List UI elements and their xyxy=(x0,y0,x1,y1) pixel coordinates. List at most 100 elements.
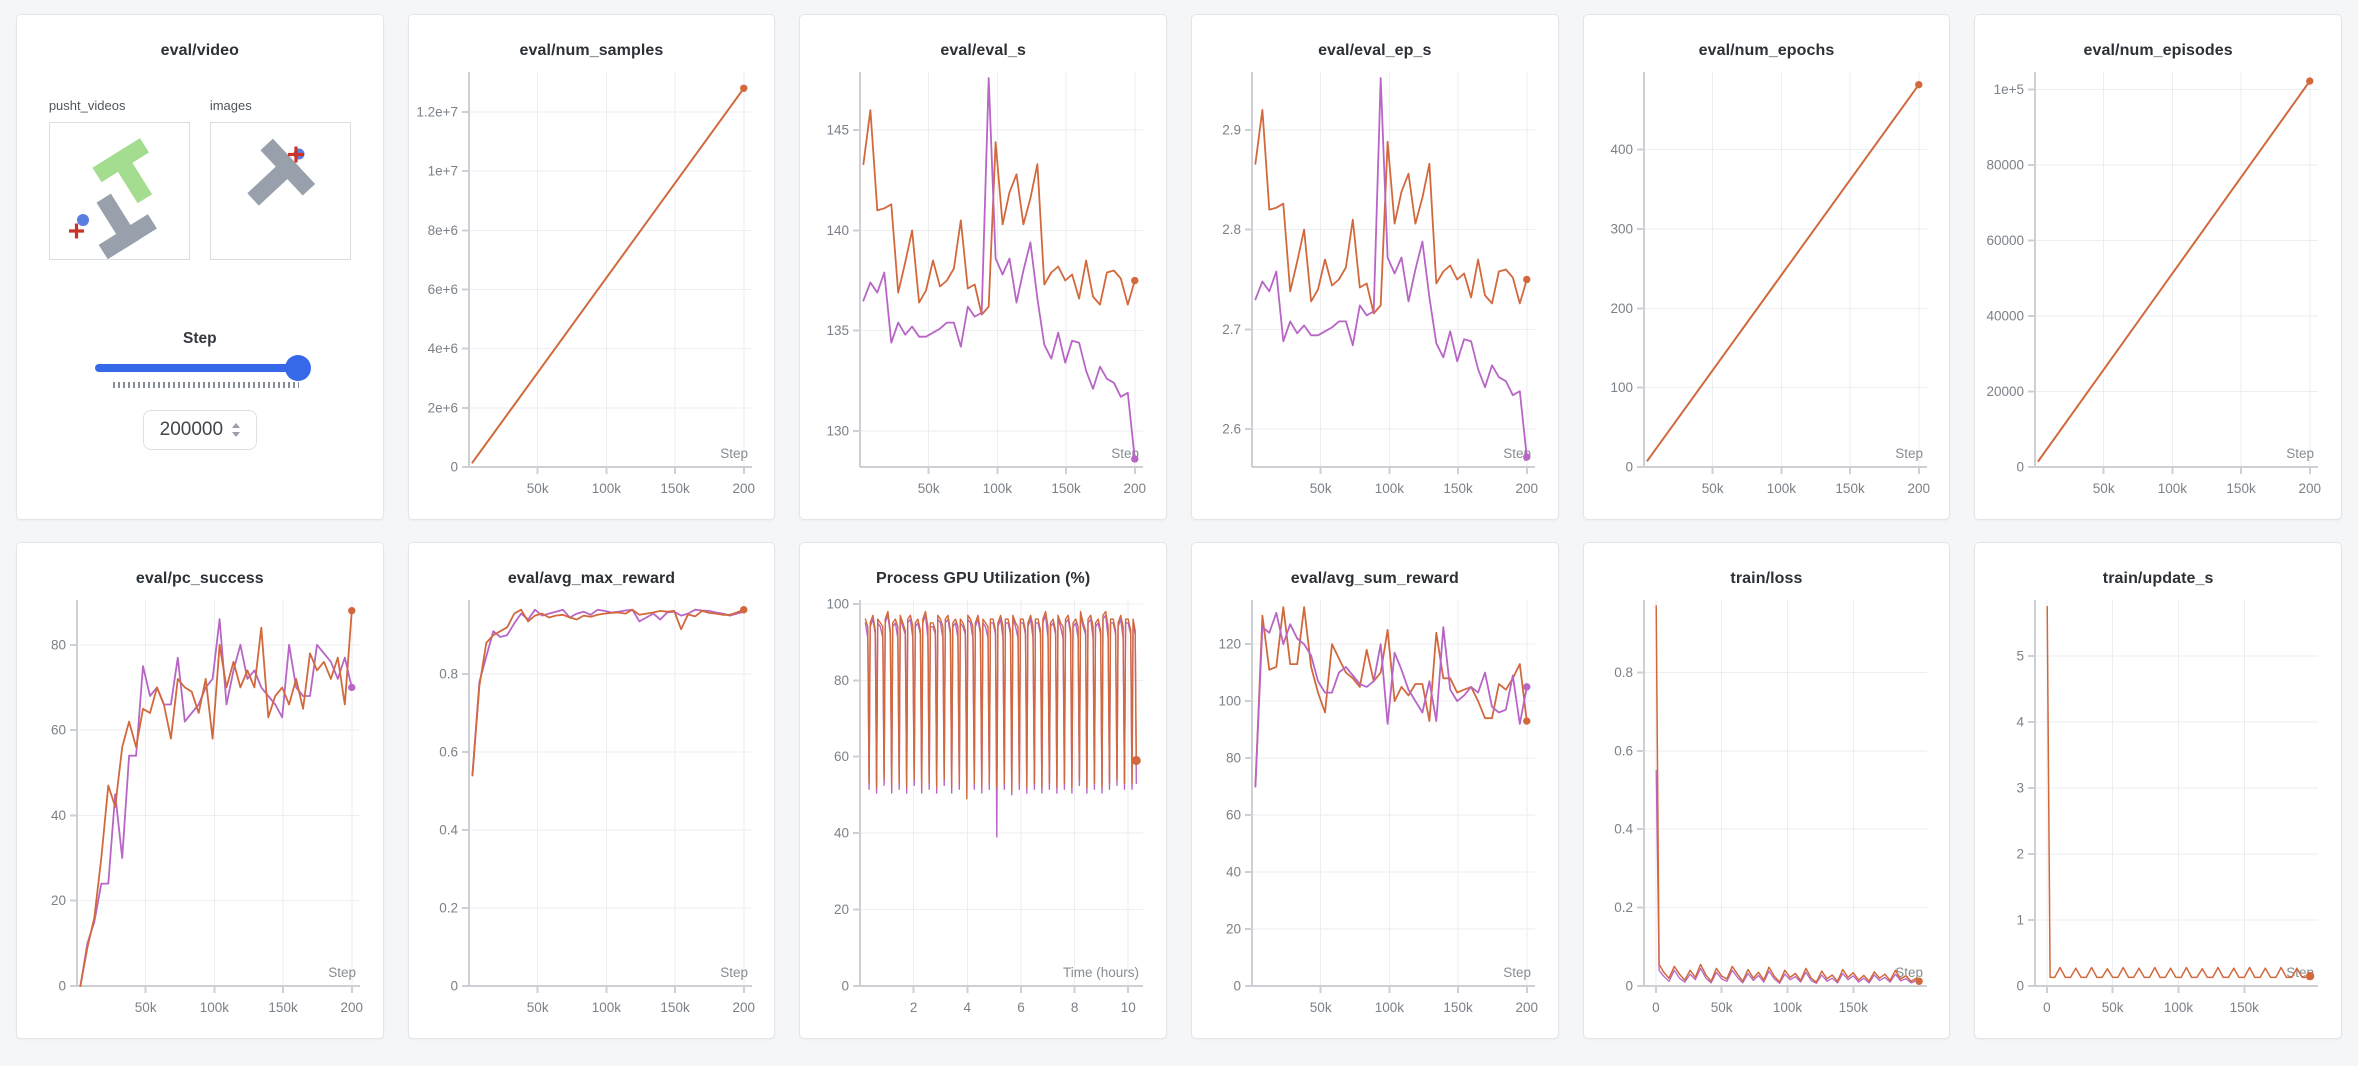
svg-text:50k: 50k xyxy=(1710,1000,1732,1015)
svg-text:200: 200 xyxy=(1515,1000,1538,1015)
panel-title: eval/num_episodes xyxy=(2083,42,2233,59)
svg-text:80: 80 xyxy=(834,673,849,688)
svg-text:130: 130 xyxy=(827,423,850,438)
svg-text:100: 100 xyxy=(1218,694,1241,709)
panel-title: eval/avg_sum_reward xyxy=(1290,570,1459,587)
panel-eval-avg-sum-reward[interactable]: eval/avg_sum_reward 50k 100k 150k 200 0 20 40 6… xyxy=(1190,542,1559,1039)
svg-text:0.4: 0.4 xyxy=(439,823,458,838)
line-chart[interactable]: 50k 100k 150k 200 0 0.2 0.4 0.6 0.8 Step xyxy=(415,592,767,1037)
svg-text:150k: 150k xyxy=(1052,481,1082,496)
svg-text:0: 0 xyxy=(2017,460,2025,475)
svg-text:150k: 150k xyxy=(1443,481,1473,496)
panel-title: eval/avg_max_reward xyxy=(507,570,676,587)
panel-process-gpu-utilization[interactable]: Process GPU Utilization (%) 2 4 6 8 10 0 20 40 6… xyxy=(799,542,1167,1039)
svg-text:0.6: 0.6 xyxy=(1614,743,1633,758)
line-chart[interactable]: 0 50k 100k 150k 0 1 2 3 4 5 Step xyxy=(1981,592,2333,1037)
svg-text:200: 200 xyxy=(732,481,755,496)
panel-eval-num-samples[interactable]: eval/num_samples 50k 100k 150k 200 0 2e+6 4e+6… xyxy=(407,14,776,520)
svg-text:40000: 40000 xyxy=(1987,309,2025,324)
svg-text:6e+6: 6e+6 xyxy=(427,282,457,297)
svg-text:100k: 100k xyxy=(983,481,1013,496)
line-chart[interactable]: 50k 100k 150k 200 130 135 140 145 Step xyxy=(806,64,1158,518)
svg-text:150k: 150k xyxy=(2227,481,2257,496)
svg-text:100k: 100k xyxy=(1766,481,1796,496)
svg-text:0: 0 xyxy=(1652,1000,1660,1015)
svg-text:140: 140 xyxy=(827,223,850,238)
svg-text:200: 200 xyxy=(1907,481,1930,496)
svg-text:150k: 150k xyxy=(1443,1000,1473,1015)
media-thumbnails: pusht_videos xyxy=(17,98,383,260)
svg-text:200: 200 xyxy=(1124,481,1147,496)
pusht-scene-image xyxy=(68,138,157,260)
svg-text:300: 300 xyxy=(1610,222,1633,237)
svg-text:0.2: 0.2 xyxy=(439,901,458,916)
panel-title: eval/eval_ep_s xyxy=(1318,42,1432,59)
svg-text:120: 120 xyxy=(1218,637,1241,652)
svg-text:100: 100 xyxy=(1610,380,1633,395)
panel-eval-avg-max-reward[interactable]: eval/avg_max_reward 50k 100k 150k 200 0 0.2 0.… xyxy=(407,542,776,1039)
svg-text:2.8: 2.8 xyxy=(1222,222,1241,237)
step-value-input[interactable]: 200000 xyxy=(142,410,257,450)
svg-text:40: 40 xyxy=(1226,865,1241,880)
line-chart[interactable]: 0 50k 100k 150k 0 0.2 0.4 0.6 0.8 Step xyxy=(1590,592,1942,1037)
line-chart[interactable]: 50k 100k 150k 200 0 20000 40000 60000 80000 1e+5 S… xyxy=(1981,64,2333,518)
svg-text:50k: 50k xyxy=(1310,481,1332,496)
svg-text:100k: 100k xyxy=(591,481,621,496)
panel-eval-num-episodes[interactable]: eval/num_episodes 50k 100k 150k 200 0 20000 40… xyxy=(1974,14,2342,520)
svg-text:Step: Step xyxy=(1895,446,1923,461)
svg-text:50k: 50k xyxy=(135,1000,157,1015)
panel-train-update-s[interactable]: train/update_s 0 50k 100k 150k 0 1 2 3 4 5 Step xyxy=(1974,542,2342,1039)
chevron-down-icon[interactable] xyxy=(232,432,241,437)
svg-text:0: 0 xyxy=(2043,1000,2051,1015)
svg-text:Step: Step xyxy=(2287,446,2315,461)
slider-handle[interactable] xyxy=(284,355,311,381)
svg-text:60: 60 xyxy=(1226,808,1241,823)
svg-text:0: 0 xyxy=(1625,460,1633,475)
line-chart[interactable]: 50k 100k 150k 200 0 100 200 300 400 Step xyxy=(1590,64,1942,518)
media-label-images: images xyxy=(209,98,252,113)
svg-text:145: 145 xyxy=(827,123,850,138)
svg-text:400: 400 xyxy=(1610,142,1633,157)
chevron-up-icon[interactable] xyxy=(232,423,241,428)
panel-eval-eval-s[interactable]: eval/eval_s 50k 100k 150k 200 130 135 140 145 St… xyxy=(799,14,1167,520)
pusht-video-thumbnail[interactable] xyxy=(48,122,190,260)
panel-eval-num-epochs[interactable]: eval/num_epochs 50k 100k 150k 200 0 100 200 300… xyxy=(1582,14,1951,520)
panel-title: eval/pc_success xyxy=(135,570,264,587)
stepper-arrows[interactable] xyxy=(232,423,241,437)
svg-text:2e+6: 2e+6 xyxy=(427,400,457,415)
panel-eval-pc-success[interactable]: eval/pc_success 50k 100k 150k 200 0 20 40 60 80 S… xyxy=(16,542,384,1039)
svg-text:135: 135 xyxy=(827,323,850,338)
svg-text:3: 3 xyxy=(2017,781,2025,796)
svg-text:0.8: 0.8 xyxy=(1614,665,1633,680)
svg-text:2.7: 2.7 xyxy=(1222,322,1241,337)
svg-text:100k: 100k xyxy=(2164,1000,2194,1015)
svg-text:4: 4 xyxy=(964,1000,972,1015)
line-chart[interactable]: 50k 100k 150k 200 0 20 40 60 80 Step xyxy=(23,592,375,1037)
svg-text:1.2e+7: 1.2e+7 xyxy=(416,104,458,119)
line-chart[interactable]: 2 4 6 8 10 0 20 40 60 80 100 Time (hours) xyxy=(806,592,1158,1037)
svg-text:1: 1 xyxy=(2017,913,2025,928)
step-slider[interactable] xyxy=(94,355,311,381)
svg-text:0.4: 0.4 xyxy=(1614,822,1633,837)
line-chart[interactable]: 50k 100k 150k 200 0 2e+6 4e+6 6e+6 8e+6 1e+7 1.2e+… xyxy=(415,64,767,518)
svg-text:80: 80 xyxy=(51,637,66,652)
svg-text:40: 40 xyxy=(51,808,66,823)
svg-text:2: 2 xyxy=(910,1000,918,1015)
slider-track[interactable] xyxy=(94,364,305,372)
svg-text:8: 8 xyxy=(1071,1000,1079,1015)
svg-text:2.6: 2.6 xyxy=(1222,422,1241,437)
svg-text:100k: 100k xyxy=(200,1000,230,1015)
svg-text:150k: 150k xyxy=(1835,481,1865,496)
svg-text:100k: 100k xyxy=(1772,1000,1802,1015)
svg-text:0.8: 0.8 xyxy=(439,667,458,682)
images-thumbnail[interactable] xyxy=(209,122,351,260)
panel-train-loss[interactable]: train/loss 0 50k 100k 150k 0 0.2 0.4 0.6 0.8 Step xyxy=(1582,542,1951,1039)
slider-tick-marks xyxy=(112,382,299,388)
line-chart[interactable]: 50k 100k 150k 200 0 20 40 60 80 100 120 Step xyxy=(1198,592,1550,1037)
svg-text:50k: 50k xyxy=(1701,481,1723,496)
panel-eval-eval-ep-s[interactable]: eval/eval_ep_s 50k 100k 150k 200 2.6 2.7 2.8 2.… xyxy=(1190,14,1559,520)
svg-text:Step: Step xyxy=(1503,965,1531,980)
line-chart[interactable]: 50k 100k 150k 200 2.6 2.7 2.8 2.9 Step xyxy=(1198,64,1550,518)
panel-eval-video[interactable]: eval/video pusht_videos xyxy=(16,14,384,520)
svg-text:200: 200 xyxy=(2299,481,2322,496)
